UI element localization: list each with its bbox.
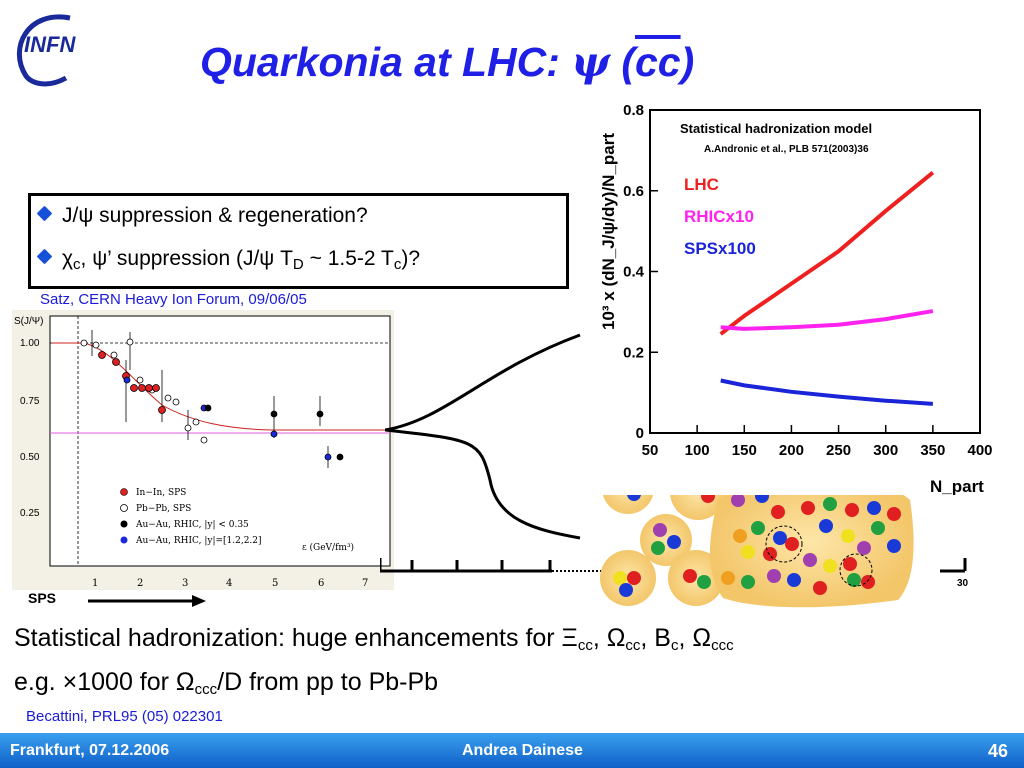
left-xtick: 2 bbox=[137, 578, 143, 589]
logo-arc bbox=[16, 14, 71, 87]
legend-rhicx10: RHICx10 bbox=[684, 207, 754, 226]
bullet-diamond-icon bbox=[36, 205, 53, 222]
left-legend-1: In−In, SPS bbox=[136, 488, 186, 498]
y-tick-label: 0.2 bbox=[623, 344, 644, 361]
left-xtick: 6 bbox=[318, 578, 324, 589]
bullet-2: χc, ψ’ suppression (J/ψ TD ~ 1.5-2 Tc)? bbox=[36, 247, 420, 273]
y-tick-label: 0.4 bbox=[623, 264, 645, 281]
footer-date: Frankfurt, 07.12.2006 bbox=[10, 742, 170, 759]
left-xtick: 1 bbox=[92, 578, 98, 589]
slide-number: 46 bbox=[988, 741, 1009, 761]
statement-line-1: Statistical hadronization: huge enhancem… bbox=[14, 624, 734, 654]
y-tick-label: 0 bbox=[636, 425, 644, 442]
left-legend-2: Pb−Pb, SPS bbox=[136, 504, 191, 514]
x-tick-label: 50 bbox=[642, 442, 659, 459]
series-line-lhc bbox=[719, 171, 935, 336]
left-xtick: 4 bbox=[226, 578, 232, 589]
left-legend-3: Au−Au, RHIC, |y| < 0.35 bbox=[135, 520, 249, 530]
legend-lhc: LHC bbox=[684, 175, 719, 194]
chart-ylabel: 10³ x (dN_J/ψ/dy)/N_part bbox=[599, 133, 618, 330]
x-tick-label: 400 bbox=[967, 442, 992, 459]
title-psi: ψ bbox=[571, 38, 610, 86]
left-xlabel: ε (GeV/fm³) bbox=[302, 542, 354, 553]
x-tick-label: 200 bbox=[779, 442, 804, 459]
left-xtick: 7 bbox=[362, 578, 368, 589]
chart-subtitle: A.Andronic et al., PLB 571(2003)36 bbox=[704, 144, 869, 155]
x-tick-label: 250 bbox=[826, 442, 851, 459]
logo-text: INFN bbox=[24, 32, 76, 57]
series-line-rhicx10 bbox=[720, 309, 934, 331]
page-title: Quarkonia at LHC: ψ (cc) bbox=[200, 38, 695, 86]
left-ytick: 0.75 bbox=[20, 396, 40, 407]
bullet-1: J/ψ suppression & regeneration? bbox=[36, 204, 368, 228]
left-xtick: 3 bbox=[182, 578, 188, 589]
x-tick-label: 350 bbox=[920, 442, 945, 459]
left-ytick: 1.00 bbox=[20, 338, 40, 349]
footer-bar: Frankfurt, 07.12.2006 Andrea Dainese 46 bbox=[0, 733, 1024, 768]
bullet-box: J/ψ suppression & regeneration? χc, ψ’ s… bbox=[28, 193, 569, 289]
left-legend-4: Au−Au, RHIC, |y|=[1.2,2.2] bbox=[135, 536, 262, 546]
bullet-diamond-icon bbox=[36, 248, 53, 265]
chart-xlabel: N_part bbox=[930, 477, 984, 495]
left-data-points bbox=[80, 330, 344, 468]
left-xtick: 5 bbox=[272, 578, 278, 589]
x-tick-label: 100 bbox=[685, 442, 710, 459]
left-ytick: 0.25 bbox=[20, 508, 40, 519]
y-tick-label: 0.6 bbox=[623, 183, 644, 200]
legend-spsx100: SPSx100 bbox=[684, 239, 756, 258]
satz-reference: Satz, CERN Heavy Ion Forum, 09/06/05 bbox=[40, 291, 307, 308]
left-ylabel: S(J/Ψ) bbox=[14, 316, 43, 327]
stat-hadronization-chart: Statistical hadronization model A.Andron… bbox=[588, 100, 998, 495]
left-ytick: 0.50 bbox=[20, 452, 40, 463]
suppression-plot: S(J/Ψ) 1.00 0.75 0.50 0.25 1 2 3 4 5 6 7… bbox=[12, 310, 394, 590]
infn-logo: INFN bbox=[16, 14, 76, 87]
sps-label: SPS bbox=[28, 590, 57, 606]
x-tick-label: 300 bbox=[873, 442, 898, 459]
y-tick-label: 0.8 bbox=[623, 102, 644, 119]
series-line-spsx100 bbox=[720, 378, 933, 406]
chart-title: Statistical hadronization model bbox=[680, 121, 872, 136]
x-tick-label: 150 bbox=[732, 442, 757, 459]
becattini-reference: Becattini, PRL95 (05) 022301 bbox=[26, 708, 223, 725]
arrow-right-icon bbox=[88, 595, 206, 607]
statement-line-2: e.g. ×1000 for Ωccc/D from pp to Pb-Pb bbox=[14, 668, 439, 698]
connector-lines bbox=[385, 333, 581, 540]
statement-text: Statistical hadronization: huge enhancem… bbox=[14, 620, 734, 708]
energy-ruler: 30 bbox=[380, 558, 969, 588]
ruler-30-label: 30 bbox=[957, 578, 969, 588]
footer-author: Andrea Dainese bbox=[462, 742, 583, 759]
